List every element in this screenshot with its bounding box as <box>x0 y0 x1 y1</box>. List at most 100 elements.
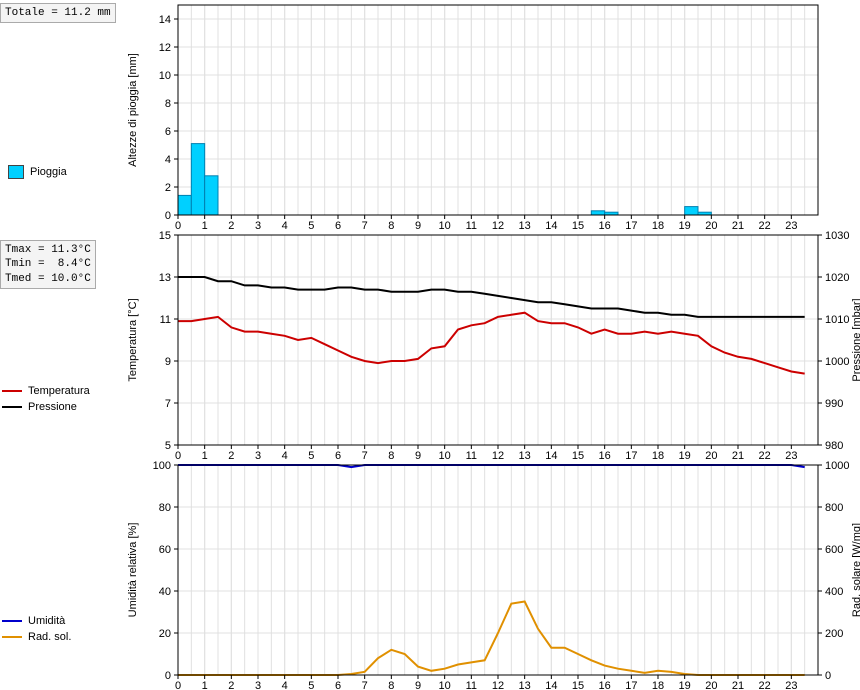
svg-text:13: 13 <box>519 450 531 462</box>
svg-text:8: 8 <box>388 680 394 690</box>
svg-text:9: 9 <box>415 220 421 232</box>
svg-text:21: 21 <box>732 680 744 690</box>
svg-text:4: 4 <box>282 220 288 232</box>
svg-text:19: 19 <box>679 450 691 462</box>
svg-text:8: 8 <box>165 98 171 110</box>
svg-text:9: 9 <box>415 450 421 462</box>
svg-text:8: 8 <box>388 450 394 462</box>
svg-text:5: 5 <box>308 450 314 462</box>
svg-text:16: 16 <box>599 680 611 690</box>
svg-text:14: 14 <box>545 450 557 462</box>
svg-text:2: 2 <box>228 450 234 462</box>
svg-text:60: 60 <box>159 544 171 556</box>
svg-text:15: 15 <box>572 450 584 462</box>
svg-text:9: 9 <box>415 680 421 690</box>
svg-text:14: 14 <box>159 14 171 26</box>
svg-text:6: 6 <box>335 220 341 232</box>
svg-text:1010: 1010 <box>825 314 849 326</box>
svg-text:1: 1 <box>202 680 208 690</box>
humid-legend-label-0: Umidità <box>28 615 65 627</box>
svg-text:800: 800 <box>825 502 843 514</box>
svg-text:0: 0 <box>165 210 171 222</box>
svg-text:0: 0 <box>175 220 181 232</box>
svg-text:0: 0 <box>825 670 831 682</box>
svg-text:400: 400 <box>825 586 843 598</box>
svg-text:40: 40 <box>159 586 171 598</box>
svg-text:21: 21 <box>732 450 744 462</box>
svg-text:11: 11 <box>160 314 171 326</box>
svg-text:Rad. solare [W/mq]: Rad. solare [W/mq] <box>851 523 860 617</box>
svg-text:16: 16 <box>599 220 611 232</box>
svg-text:23: 23 <box>785 220 797 232</box>
svg-text:10: 10 <box>439 450 451 462</box>
svg-text:21: 21 <box>732 220 744 232</box>
svg-text:4: 4 <box>282 450 288 462</box>
svg-text:11: 11 <box>466 680 477 690</box>
svg-text:12: 12 <box>492 220 504 232</box>
temp-legend-label-0: Temperatura <box>28 385 90 397</box>
svg-text:22: 22 <box>759 220 771 232</box>
svg-text:23: 23 <box>785 680 797 690</box>
temp-legend-item-0: Temperatura <box>2 385 90 397</box>
svg-text:15: 15 <box>572 220 584 232</box>
svg-text:10: 10 <box>439 220 451 232</box>
svg-text:10: 10 <box>439 680 451 690</box>
svg-text:13: 13 <box>159 272 171 284</box>
svg-text:2: 2 <box>165 182 171 194</box>
svg-text:12: 12 <box>492 680 504 690</box>
rain-legend-label: Pioggia <box>30 166 67 178</box>
svg-text:4: 4 <box>282 680 288 690</box>
svg-text:1020: 1020 <box>825 272 849 284</box>
svg-text:6: 6 <box>335 680 341 690</box>
legend-line-icon <box>2 390 22 392</box>
svg-text:19: 19 <box>679 220 691 232</box>
svg-text:14: 14 <box>545 680 557 690</box>
humid-legend-item-0: Umidità <box>2 615 65 627</box>
legend-line-icon <box>2 406 22 408</box>
svg-text:1: 1 <box>202 220 208 232</box>
svg-text:13: 13 <box>519 680 531 690</box>
svg-text:20: 20 <box>705 220 717 232</box>
svg-text:5: 5 <box>165 440 171 452</box>
svg-text:17: 17 <box>625 220 637 232</box>
svg-text:13: 13 <box>519 220 531 232</box>
rain-swatch-icon <box>8 165 24 179</box>
svg-text:6: 6 <box>165 126 171 138</box>
svg-text:3: 3 <box>255 680 261 690</box>
svg-text:10: 10 <box>159 70 171 82</box>
svg-text:Pressione [mbar]: Pressione [mbar] <box>851 298 860 381</box>
legend-line-icon <box>2 620 22 622</box>
svg-text:17: 17 <box>625 680 637 690</box>
svg-text:7: 7 <box>362 220 368 232</box>
svg-text:1000: 1000 <box>825 356 849 368</box>
svg-text:20: 20 <box>705 450 717 462</box>
svg-text:6: 6 <box>335 450 341 462</box>
svg-text:80: 80 <box>159 502 171 514</box>
svg-text:12: 12 <box>492 450 504 462</box>
svg-text:22: 22 <box>759 680 771 690</box>
svg-text:100: 100 <box>153 460 171 472</box>
svg-text:7: 7 <box>362 450 368 462</box>
svg-text:8: 8 <box>388 220 394 232</box>
svg-text:990: 990 <box>825 398 843 410</box>
svg-text:1030: 1030 <box>825 230 849 242</box>
svg-text:15: 15 <box>572 680 584 690</box>
temp-legend-item-1: Pressione <box>2 401 77 413</box>
svg-text:Umidità relativa [%]: Umidità relativa [%] <box>127 523 139 618</box>
svg-text:980: 980 <box>825 440 843 452</box>
temp-legend-label-1: Pressione <box>28 401 77 413</box>
humid-legend-label-1: Rad. sol. <box>28 631 71 643</box>
svg-text:1: 1 <box>202 450 208 462</box>
humid-legend-item-1: Rad. sol. <box>2 631 71 643</box>
svg-text:11: 11 <box>466 220 477 232</box>
svg-text:15: 15 <box>159 230 171 242</box>
svg-text:3: 3 <box>255 220 261 232</box>
svg-text:19: 19 <box>679 680 691 690</box>
svg-text:0: 0 <box>175 680 181 690</box>
temp-summary-box: Tmax = 11.3°C Tmin = 8.4°C Tmed = 10.0°C <box>0 240 96 289</box>
charts-svg: 0246810121401234567891011121314151617181… <box>120 0 860 690</box>
svg-text:12: 12 <box>159 42 171 54</box>
svg-text:Altezze di pioggia [mm]: Altezze di pioggia [mm] <box>127 53 139 167</box>
svg-text:20: 20 <box>705 680 717 690</box>
svg-text:14: 14 <box>545 220 557 232</box>
